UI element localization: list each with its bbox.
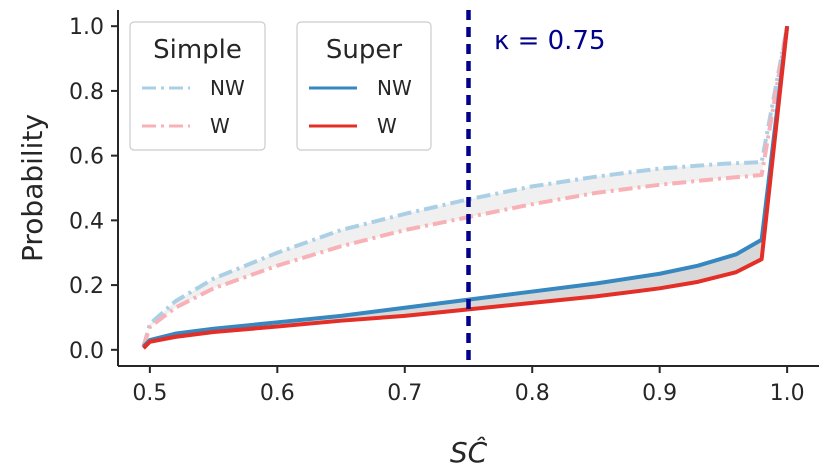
series-line-super-w [142, 25, 790, 350]
x-tick-label: 0.5 [132, 381, 167, 406]
y-tick-label: 0.8 [69, 80, 104, 105]
legend-label-super-nw: NW [377, 76, 412, 100]
x-tick-label: 0.8 [515, 381, 550, 406]
y-tick-label: 0.6 [69, 145, 104, 170]
y-axis-title: Probability [16, 114, 49, 262]
legend-label-simple-nw: NW [210, 76, 245, 100]
legend-simple: Simple NW W [129, 21, 266, 151]
legend-label-super-w: W [377, 114, 397, 138]
legend-title: Simple [153, 35, 242, 65]
series-line-simple-nw [141, 25, 790, 348]
series-line-simple-w [141, 25, 790, 348]
legend-layer: Simple NW W Super NW W [129, 21, 432, 151]
legend-frame [129, 21, 266, 151]
kappa-annotation: κ = 0.75 [494, 26, 606, 56]
y-tick-label: 0.0 [69, 339, 104, 364]
x-tick-label: 1.0 [770, 381, 805, 406]
x-tick-label: 0.6 [260, 381, 295, 406]
y-tick-label: 0.2 [69, 274, 104, 299]
legend-label-simple-w: W [210, 114, 230, 138]
x-tick-label: 0.9 [642, 381, 677, 406]
legend-title: Super [326, 35, 402, 65]
x-axis-title: SĈ [450, 435, 488, 469]
legend-frame [296, 21, 432, 151]
axes: 0.5 0.6 0.7 0.8 0.9 1.0 0.0 0.2 0.4 0.6 0.8 1.0 [69, 10, 819, 406]
y-tick-label: 0.4 [69, 209, 104, 234]
y-tick-label: 1.0 [69, 15, 104, 40]
legend-super: Super NW W [296, 21, 432, 151]
x-tick-label: 0.7 [387, 381, 422, 406]
